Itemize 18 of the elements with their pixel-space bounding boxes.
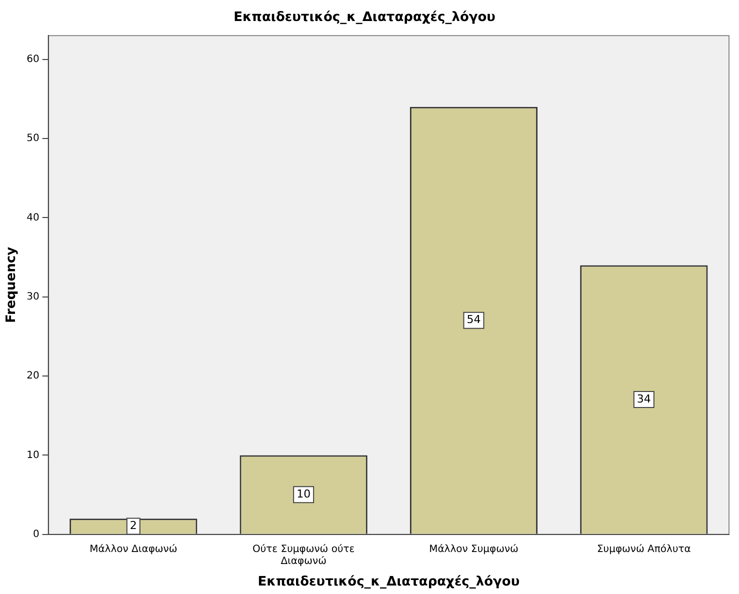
y-tick-label: 40 (26, 212, 40, 224)
y-tick-label: 20 (26, 370, 40, 382)
data-label: 34 (636, 392, 651, 406)
x-tick-label: Μάλλον Συμφωνώ (429, 544, 518, 555)
data-label: 54 (466, 313, 481, 326)
y-tick-label: 10 (26, 450, 40, 461)
y-tick-label: 50 (26, 133, 40, 144)
x-tick-label: Μάλλον Διαφωνώ (90, 544, 178, 555)
x-axis-title: Εκπαιδευτικός_κ_Διαταραχές_λόγου (258, 574, 520, 590)
x-tick-label: Ούτε Συμφωνώ ούτε Διαφωνώ (252, 544, 355, 567)
y-tick-label: 0 (32, 528, 40, 540)
x-tick-label: Συμφωνώ Απόλυτα (596, 544, 692, 555)
data-label: 2 (130, 519, 137, 532)
y-tick-label: 60 (26, 54, 40, 65)
data-label: 10 (296, 487, 311, 500)
chart-title: Εκπαιδευτικός_κ_Διαταραχές_λόγου (234, 10, 496, 26)
y-tick-label: 30 (26, 291, 40, 302)
y-axis-title: Frequency (4, 246, 20, 324)
